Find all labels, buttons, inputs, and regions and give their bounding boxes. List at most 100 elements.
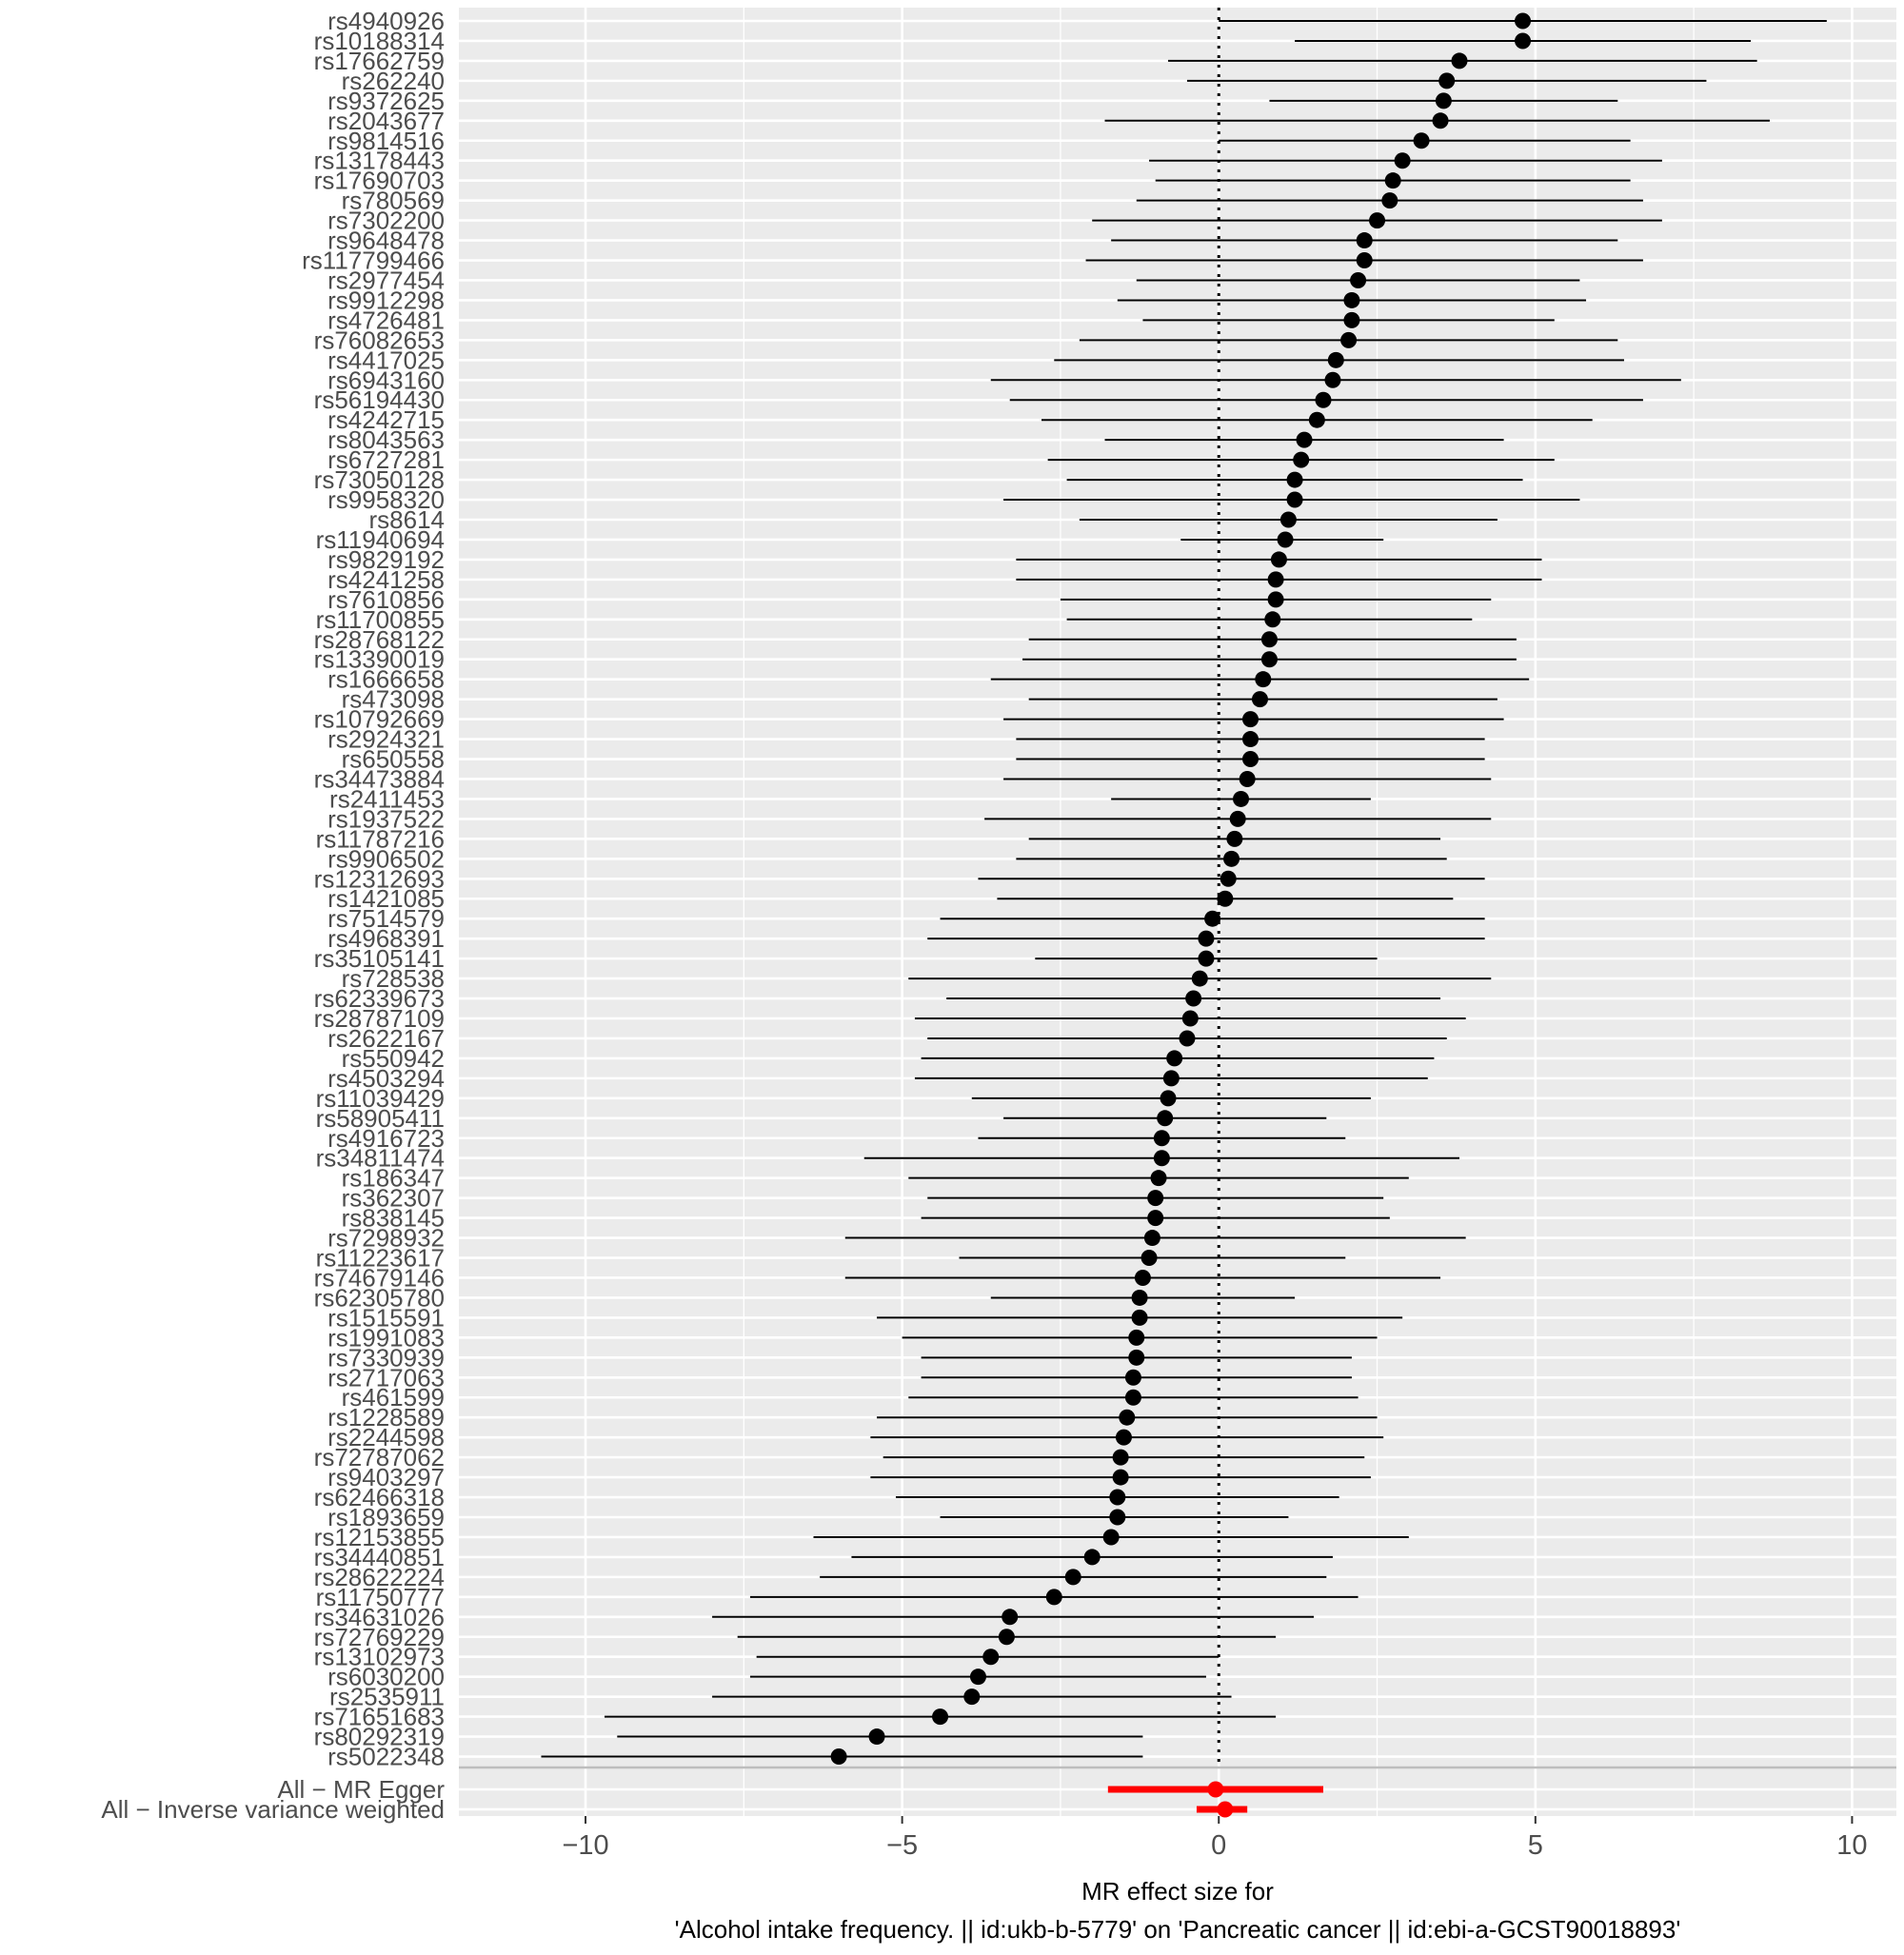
snp-label: rs76082653 <box>314 326 445 354</box>
snp-point <box>1064 1569 1081 1586</box>
snp-point <box>1185 990 1202 1007</box>
snp-label: rs461599 <box>342 1383 445 1412</box>
snp-label: rs11750777 <box>316 1583 445 1611</box>
snp-label: rs11223617 <box>316 1244 445 1273</box>
snp-label: rs7514579 <box>327 904 445 933</box>
snp-label: rs2535911 <box>329 1683 445 1711</box>
snp-label: rs28622224 <box>314 1563 445 1591</box>
snp-point <box>1260 631 1278 648</box>
snp-label: rs9648478 <box>327 227 445 255</box>
snp-label: rs17662759 <box>314 47 445 75</box>
snp-label: rs2244598 <box>327 1423 445 1451</box>
snp-label: rs58905411 <box>316 1104 445 1133</box>
snp-point <box>1198 930 1215 947</box>
snp-point <box>1134 1269 1151 1286</box>
snp-label: rs2622167 <box>327 1024 445 1053</box>
snp-label: rs72769229 <box>314 1623 445 1651</box>
snp-point <box>1451 52 1468 69</box>
snp-point <box>1143 1230 1160 1247</box>
snp-point <box>1308 411 1325 428</box>
snp-label: rs13178443 <box>314 147 445 175</box>
snp-label: rs12312693 <box>314 864 445 893</box>
snp-label: rs2043677 <box>327 107 445 135</box>
snp-point <box>1153 1130 1170 1147</box>
snp-label: rs10792669 <box>314 705 445 734</box>
snp-label: rs186347 <box>342 1164 445 1193</box>
snp-point <box>1255 671 1272 688</box>
snp-label: rs11700855 <box>316 605 445 634</box>
snp-label: rs4503294 <box>327 1064 445 1093</box>
snp-point <box>1413 132 1430 149</box>
snp-label: rs34473884 <box>314 764 445 793</box>
snp-label: rs8043563 <box>327 425 445 454</box>
snp-point <box>1119 1409 1136 1426</box>
snp-point <box>1264 611 1281 628</box>
snp-point <box>969 1669 986 1686</box>
snp-point <box>1384 172 1401 189</box>
summary-point <box>1207 1781 1224 1798</box>
snp-label: rs117799466 <box>302 247 445 275</box>
snp-point <box>1124 1389 1141 1406</box>
snp-label: rs7330939 <box>327 1343 445 1372</box>
snp-label: rs80292319 <box>314 1723 445 1751</box>
snp-point <box>1147 1210 1164 1227</box>
snp-point <box>1140 1250 1158 1267</box>
snp-label: rs6943160 <box>327 365 445 394</box>
snp-point <box>1160 1090 1177 1107</box>
snp-point <box>1435 92 1452 109</box>
x-axis-title-line1: MR effect size for <box>1081 1877 1274 1906</box>
snp-point <box>1045 1589 1062 1606</box>
snp-label: rs34440851 <box>314 1543 445 1571</box>
snp-point <box>1147 1190 1164 1207</box>
snp-point <box>1002 1609 1019 1626</box>
snp-point <box>1369 212 1386 229</box>
snp-label: rs650558 <box>342 745 445 774</box>
snp-label: rs62339673 <box>314 984 445 1013</box>
snp-point <box>1241 731 1259 748</box>
plot-panel <box>459 8 1896 1816</box>
x-tick-label: 0 <box>1211 1830 1226 1861</box>
snp-label: rs62466318 <box>314 1483 445 1511</box>
snp-label: rs550942 <box>342 1044 445 1073</box>
x-tick-label: 10 <box>1836 1830 1867 1861</box>
snp-point <box>1181 1010 1199 1027</box>
snp-label: rs7298932 <box>327 1224 445 1253</box>
x-tick-label: −10 <box>562 1830 608 1861</box>
snp-label: rs7302200 <box>327 207 445 235</box>
snp-label: rs473098 <box>342 685 445 714</box>
x-tick-label: −5 <box>886 1830 918 1861</box>
snp-label: rs72787062 <box>314 1443 445 1471</box>
snp-point <box>1267 571 1284 588</box>
snp-label: rs2977454 <box>327 266 445 294</box>
snp-label: rs4968391 <box>327 924 445 953</box>
snp-point <box>1340 331 1358 348</box>
x-axis: −10 −5 0 5 10 <box>562 1816 1868 1861</box>
snp-label: rs4242715 <box>327 405 445 434</box>
snp-label: rs28768122 <box>314 625 445 654</box>
snp-label: rs9814516 <box>327 127 445 155</box>
snp-point <box>1286 471 1303 488</box>
snp-label: rs8614 <box>369 505 446 534</box>
snp-label: rs11039429 <box>316 1084 445 1113</box>
snp-point <box>1112 1469 1129 1486</box>
snp-point <box>1198 950 1215 967</box>
x-axis-title-line2: 'Alcohol intake frequency. || id:ukb-b-5… <box>675 1915 1681 1944</box>
snp-point <box>1251 691 1268 708</box>
snp-label: rs35105141 <box>314 944 445 973</box>
snp-label: rs4417025 <box>327 346 445 374</box>
snp-label: rs4940926 <box>327 7 445 35</box>
snp-point <box>1239 770 1256 787</box>
snp-label: rs4916723 <box>327 1124 445 1153</box>
snp-point <box>1131 1309 1148 1326</box>
snp-label: rs4241258 <box>327 565 445 594</box>
snp-point <box>1515 12 1532 30</box>
snp-point <box>932 1708 949 1726</box>
snp-point <box>1128 1349 1145 1366</box>
snp-label: rs13390019 <box>314 645 445 674</box>
snp-point <box>1350 271 1367 288</box>
snp-label: rs2717063 <box>327 1363 445 1392</box>
snp-point <box>1166 1050 1183 1067</box>
snp-point <box>1315 391 1332 408</box>
snp-label: rs838145 <box>342 1204 445 1233</box>
